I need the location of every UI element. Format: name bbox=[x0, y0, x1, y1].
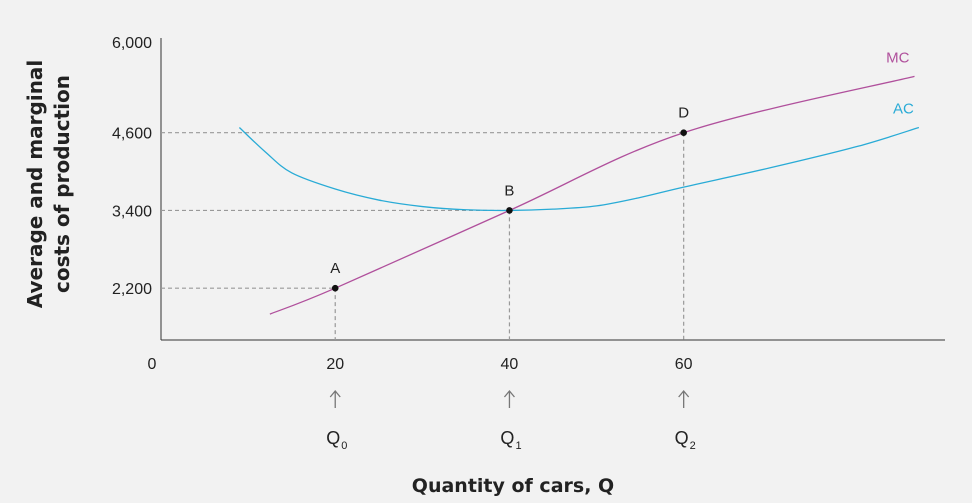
quantity-marker-subscript: 1 bbox=[515, 440, 521, 452]
point-label: B bbox=[504, 182, 514, 199]
y-tick-label: 4,600 bbox=[112, 126, 152, 143]
point-label: D bbox=[678, 105, 689, 122]
point-marker bbox=[680, 129, 687, 136]
y-tick-label: 2,200 bbox=[112, 281, 152, 298]
point-marker bbox=[331, 284, 339, 292]
point-label: A bbox=[330, 260, 340, 277]
up-arrow-icon bbox=[678, 389, 690, 408]
y-axis-label-line-2: costs of production bbox=[50, 75, 74, 293]
quantity-marker-subscript: 2 bbox=[690, 440, 696, 452]
data-points: A B D bbox=[330, 105, 689, 292]
up-arrow-icon bbox=[329, 389, 341, 408]
series-lines: MC AC bbox=[238, 49, 920, 315]
mc-curve bbox=[269, 75, 915, 315]
quantity-marker-label: Q bbox=[500, 428, 514, 448]
mc-series-label: MC bbox=[886, 49, 909, 66]
x-tick-label: 40 bbox=[501, 356, 519, 373]
y-tick-label: 6,000 bbox=[112, 35, 152, 52]
up-arrow-icon bbox=[503, 389, 515, 408]
x-tick-label: 20 bbox=[326, 356, 344, 373]
y-tick-label: 3,400 bbox=[112, 203, 152, 220]
quantity-marker-subscript: 0 bbox=[341, 440, 347, 452]
y-axis-label: Average and marginal costs of production bbox=[23, 60, 74, 309]
quantity-marker-label: Q bbox=[675, 428, 689, 448]
origin-label: 0 bbox=[148, 356, 157, 373]
point-marker bbox=[506, 207, 513, 214]
reference-lines bbox=[161, 132, 685, 340]
ac-series-label: AC bbox=[893, 101, 914, 118]
y-axis-label-line-1: Average and marginal bbox=[23, 60, 47, 309]
ac-curve bbox=[238, 126, 920, 212]
quantity-marker-label: Q bbox=[326, 428, 340, 448]
x-axis-label: Quantity of cars, Q bbox=[412, 475, 614, 497]
x-tick-label: 60 bbox=[675, 356, 693, 373]
axes bbox=[160, 38, 945, 341]
